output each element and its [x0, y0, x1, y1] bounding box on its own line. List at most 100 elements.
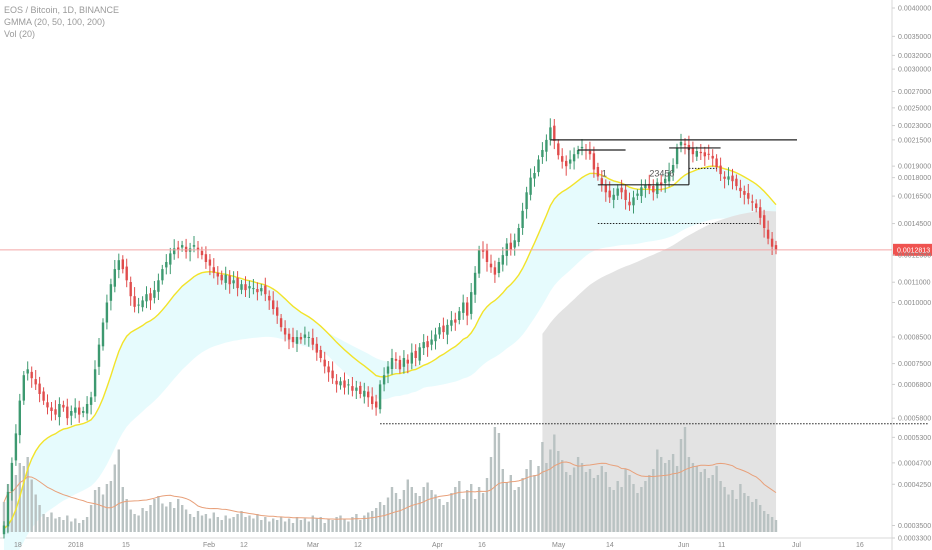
candle	[30, 366, 33, 388]
volume-bar	[731, 490, 734, 532]
candle	[331, 361, 334, 384]
candle	[664, 173, 667, 193]
volume-bar	[596, 475, 600, 532]
candle-body	[715, 158, 718, 168]
candle-body	[371, 396, 374, 404]
x-tick-label: 12	[240, 542, 248, 549]
volume-bar	[636, 493, 639, 532]
volume-indicator-label[interactable]: Vol (20)	[4, 29, 36, 39]
volume-bar	[58, 517, 61, 532]
time-axis[interactable]: 18 2018 15 Feb 12 Mar 12 Apr 16 May 14 Jun 11 Jul 16	[14, 542, 864, 549]
candle-body	[101, 322, 105, 347]
candle	[763, 209, 766, 238]
candle-body	[533, 173, 536, 179]
candle	[735, 174, 738, 191]
candle-body	[177, 247, 180, 250]
candle-body	[184, 246, 188, 252]
candle	[438, 323, 441, 339]
candle-body	[78, 407, 81, 415]
volume-bar	[240, 511, 243, 532]
volume-bar	[244, 517, 247, 532]
volume-bar	[410, 487, 413, 532]
volume-bar	[751, 502, 754, 532]
volume-bar	[363, 515, 366, 532]
candle	[26, 361, 29, 381]
candle	[580, 139, 584, 156]
candle-body	[620, 187, 623, 193]
volume-bar	[382, 505, 386, 532]
candle-body	[561, 156, 564, 162]
volume-bar	[66, 515, 69, 532]
candle	[727, 167, 730, 186]
volume-bar	[454, 487, 457, 532]
candle-body	[359, 385, 362, 394]
volume-bar	[632, 484, 635, 532]
candle-body	[699, 151, 702, 154]
price-axis[interactable]: 0.0040000 0.0035000 0.0032000 0.0030000 0.00…	[892, 6, 931, 543]
volume-bar	[576, 457, 580, 532]
candle-body	[18, 400, 21, 436]
candle	[335, 374, 338, 393]
trendline-drawings[interactable]: 1 23456	[380, 139, 928, 425]
volume-bar	[46, 517, 49, 532]
volume-bar	[509, 475, 512, 532]
volume-bar	[406, 479, 409, 532]
volume-bar	[125, 499, 128, 532]
candle-body	[58, 404, 61, 418]
candle	[426, 335, 429, 357]
candle-body	[442, 325, 445, 333]
volume-bar	[248, 515, 251, 532]
volume-bar	[192, 517, 196, 532]
candle	[553, 119, 556, 150]
candle	[157, 273, 160, 300]
volume-bar	[565, 472, 568, 532]
y-tick-label: 0.0010000	[898, 300, 931, 307]
candle-body	[557, 143, 560, 156]
candle-body	[521, 210, 524, 228]
candle	[473, 266, 477, 303]
candle-body	[256, 289, 259, 293]
candle	[537, 155, 540, 177]
y-tick-label: 0.0004250	[898, 482, 931, 489]
volume-bar	[169, 502, 172, 532]
volume-bar	[561, 460, 564, 532]
volume-bar	[390, 487, 394, 532]
candle	[418, 343, 421, 365]
candle	[517, 223, 520, 247]
candle	[137, 297, 140, 314]
volume-bar	[715, 466, 718, 532]
symbol-title[interactable]: EOS / Bitcoin, 1D, BINANCE	[4, 5, 120, 15]
candle	[521, 202, 524, 235]
gmma-indicator-label[interactable]: GMMA (20, 50, 100, 200)	[4, 17, 106, 27]
candle	[766, 220, 770, 245]
candle-body	[157, 280, 160, 292]
candle	[141, 296, 144, 312]
volume-bar	[276, 520, 279, 532]
y-tick-label: 0.0005800	[898, 416, 931, 423]
candle	[640, 179, 643, 203]
volume-bar	[470, 484, 473, 532]
volume-bar	[149, 505, 152, 532]
volume-bar	[236, 514, 239, 532]
candle	[636, 189, 639, 200]
candle-body	[497, 262, 501, 273]
gmma-bands	[3, 166, 777, 550]
x-tick-label: 16	[856, 542, 864, 549]
candle-body	[604, 184, 607, 193]
candle-body	[430, 339, 433, 345]
volume-bar	[572, 467, 576, 532]
candle-body	[648, 184, 651, 189]
volume-bar	[477, 487, 481, 532]
volume-bar	[117, 449, 120, 532]
candle-body	[402, 358, 406, 367]
candle-body	[485, 249, 489, 262]
candle	[355, 380, 358, 399]
volume-bar	[481, 493, 485, 532]
volume-bar	[42, 514, 45, 532]
candle	[759, 199, 762, 225]
volume-bar	[283, 521, 287, 532]
candle	[707, 144, 710, 160]
candle-body	[489, 263, 493, 268]
candle-body	[410, 352, 413, 364]
